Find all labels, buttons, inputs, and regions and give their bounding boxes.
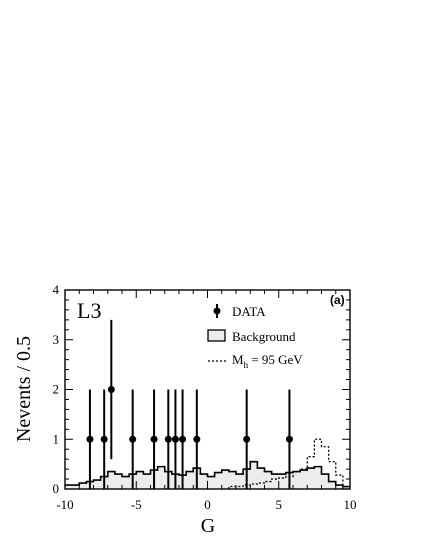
data-point	[107, 319, 115, 460]
legend-background-swatch	[207, 329, 226, 342]
data-point-marker	[193, 435, 201, 443]
y-tick-label: 2	[53, 382, 60, 397]
data-point	[285, 389, 293, 489]
data-point	[100, 389, 108, 489]
data-point-marker	[243, 435, 251, 443]
panel-label: (a)	[330, 293, 345, 307]
x-tick-label: -10	[56, 497, 73, 512]
plot-area: -10 -5 0 5 10 0 1 2 3 4	[53, 282, 357, 512]
data-point-marker	[100, 435, 108, 443]
legend-data-label: DATA	[232, 304, 266, 319]
y-tick-label: 1	[53, 431, 60, 446]
legend-item-signal: Mh = 95 GeV	[208, 352, 303, 370]
experiment-label: L3	[77, 298, 101, 323]
y-tick-label: 3	[53, 332, 60, 347]
legend-signal-label: Mh = 95 GeV	[232, 352, 303, 370]
data-point-marker	[107, 386, 115, 393]
legend-background-label: Background	[232, 329, 296, 344]
legend-data-marker	[213, 307, 221, 315]
data-point-marker	[171, 435, 179, 443]
data-point	[86, 389, 94, 489]
x-axis-title: G	[201, 515, 215, 537]
x-tick-label: 10	[344, 497, 357, 512]
data-point	[150, 389, 158, 489]
x-tick-label: 0	[204, 497, 211, 512]
data-point	[243, 389, 251, 489]
x-tick-label: -5	[131, 497, 142, 512]
data-point	[129, 389, 137, 489]
y-axis-title: Nevents / 0.5	[13, 336, 35, 442]
data-point	[171, 389, 179, 489]
data-point	[193, 389, 201, 489]
data-point-marker	[285, 435, 293, 443]
data-point-marker	[164, 435, 172, 443]
background-histogram-line	[65, 460, 350, 488]
legend-item-background: Background	[207, 329, 296, 344]
x-tick-label: 5	[276, 497, 283, 512]
data-point-marker	[86, 435, 94, 443]
data-point	[179, 389, 187, 489]
legend: DATA Background Mh = 95 GeV	[207, 304, 303, 370]
y-tick-label: 0	[53, 481, 60, 496]
legend-signal-label-rest: = 95 GeV	[248, 352, 303, 367]
legend-item-data: DATA	[213, 304, 266, 319]
data-point-marker	[179, 435, 187, 443]
data-point-marker	[150, 435, 158, 443]
legend-signal-label-sub: h	[244, 360, 249, 370]
data-point	[164, 389, 172, 489]
legend-signal-label-main: M	[232, 352, 244, 367]
y-tick-label: 4	[53, 282, 60, 297]
data-point-marker	[129, 435, 137, 443]
